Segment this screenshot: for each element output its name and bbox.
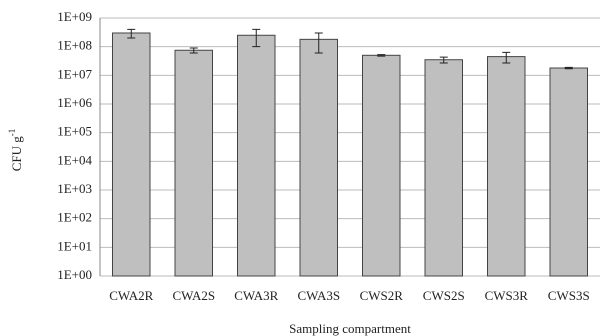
error-bar (252, 28, 261, 48)
x-tick-label: CWS3S (548, 288, 590, 303)
y-axis-title-text: CFU g (9, 136, 24, 172)
x-tick-label: CWA3R (234, 288, 278, 303)
y-axis-title: CFU g-1 (7, 129, 24, 172)
x-tick-label: CWS2R (360, 288, 404, 303)
bar (362, 54, 401, 277)
error-bar (439, 56, 448, 64)
bar (299, 38, 338, 277)
x-tick-label: CWA2S (172, 288, 215, 303)
y-tick-label: 1E+07 (57, 66, 92, 81)
x-axis-title: Sampling compartment (289, 321, 411, 336)
bar (549, 67, 588, 277)
bar (112, 32, 151, 277)
error-bar (127, 28, 136, 39)
y-tick-label: 1E+09 (57, 9, 92, 24)
x-tick-label: CWS3R (485, 288, 529, 303)
y-tick-label: 1E+02 (57, 210, 92, 225)
x-tick-label: CWA2R (109, 288, 153, 303)
x-tick-label: CWS2S (423, 288, 465, 303)
bar (487, 56, 526, 277)
error-bar (502, 51, 511, 64)
y-tick-label: 1E+08 (57, 38, 92, 53)
error-bar (314, 32, 323, 54)
y-tick-label: 1E+03 (57, 181, 92, 196)
bar (174, 49, 213, 277)
bar (424, 59, 463, 277)
bar (237, 34, 276, 277)
error-bar (377, 54, 386, 57)
y-tick-label: 1E+01 (57, 238, 92, 253)
error-bar (189, 47, 198, 54)
y-tick-label: 1E+00 (57, 267, 92, 282)
error-bar (564, 66, 573, 70)
y-axis-title-superscript: -1 (7, 129, 17, 137)
x-tick-label: CWA3S (297, 288, 340, 303)
y-tick-label: 1E+06 (57, 95, 92, 110)
y-tick-label: 1E+05 (57, 124, 92, 139)
y-tick-label: 1E+04 (57, 152, 92, 167)
